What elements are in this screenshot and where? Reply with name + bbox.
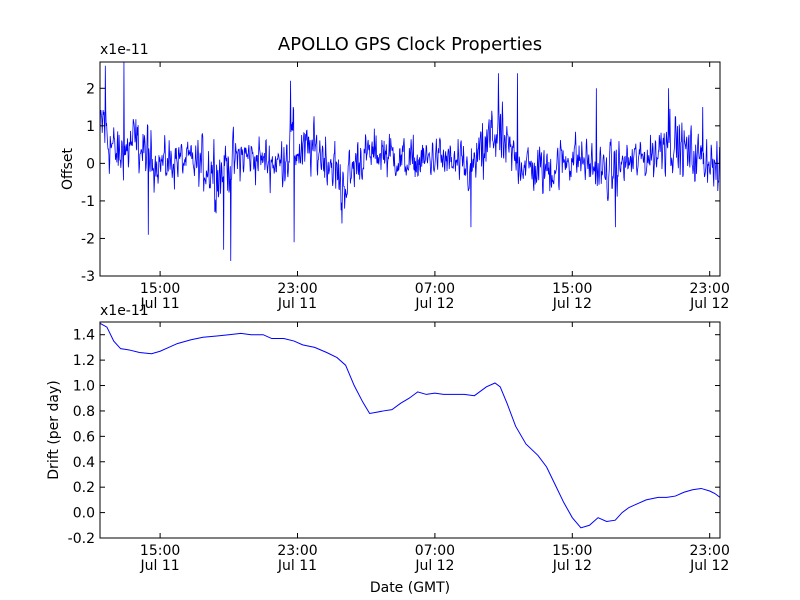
offset-x-tick-date-label: Jul 11 (277, 296, 317, 312)
drift-y-ticks: 1.4 1.2 1.0 0.8 0.6 0.4 0.2 0.0 -0.2 (68, 328, 720, 547)
drift-y-tick-label: 0.0 (73, 506, 95, 522)
offset-y-tick-label: -1 (81, 194, 95, 210)
offset-y-axis-label: Offset (60, 147, 76, 190)
drift-y-tick-label: 0.6 (73, 429, 95, 445)
drift-axes-frame (99, 321, 721, 539)
offset-x-tick-date-label: Jul 12 (689, 296, 729, 312)
drift-y-axis-label: Drift (per day) (46, 380, 62, 479)
offset-x-tick-date-label: Jul 11 (140, 296, 180, 312)
offset-x-tick-time-label: 23:00 (690, 281, 730, 297)
drift-y-tick-label: 1.2 (73, 353, 95, 369)
offset-series-line (99, 61, 721, 261)
offset-y-tick-label: 2 (86, 81, 95, 97)
drift-x-tick-time-label: 23:00 (690, 543, 730, 559)
drift-scale-label: x1e-11 (100, 303, 149, 319)
drift-y-tick-label: 0.4 (73, 455, 95, 471)
offset-y-tick-label: 0 (86, 156, 95, 172)
drift-y-tick-label: -0.2 (68, 531, 95, 547)
offset-scale-label: x1e-11 (100, 42, 149, 58)
offset-plot-area (99, 61, 721, 261)
drift-x-tick-time-label: 23:00 (277, 543, 317, 559)
offset-x-tick-time-label: 07:00 (415, 281, 455, 297)
drift-panel: x1e-11 1.4 1.2 1.0 0.8 0.6 0.4 0.2 0.0 -0.2 15:0… (46, 303, 730, 596)
offset-y-tick-label: 1 (86, 119, 95, 135)
drift-y-tick-label: 0.2 (73, 480, 95, 496)
offset-axes-frame (99, 61, 721, 277)
drift-x-tick-date-label: Jul 12 (414, 558, 454, 574)
offset-y-tick-label: -3 (81, 269, 95, 285)
offset-x-tick-date-label: Jul 12 (552, 296, 592, 312)
offset-y-tick-label: -2 (81, 231, 95, 247)
drift-x-tick-time-label: 07:00 (415, 543, 455, 559)
offset-x-tick-time-label: 23:00 (277, 281, 317, 297)
drift-x-tick-date-label: Jul 11 (277, 558, 317, 574)
offset-x-tick-date-label: Jul 12 (414, 296, 454, 312)
drift-x-tick-date-label: Jul 11 (140, 558, 180, 574)
offset-y-ticks: 2 1 0 -1 -2 -3 (81, 81, 720, 285)
drift-x-tick-date-label: Jul 12 (689, 558, 729, 574)
chart-title: APOLLO GPS Clock Properties (278, 34, 542, 55)
drift-x-tick-time-label: 15:00 (552, 543, 592, 559)
drift-x-axis-label: Date (GMT) (370, 580, 450, 596)
drift-plot-area (99, 322, 721, 529)
drift-x-tick-time-label: 15:00 (140, 543, 180, 559)
drift-y-tick-label: 1.4 (73, 328, 95, 344)
drift-x-tick-date-label: Jul 12 (552, 558, 592, 574)
offset-x-tick-time-label: 15:00 (140, 281, 180, 297)
drift-y-tick-label: 0.8 (73, 404, 95, 420)
drift-series-line (99, 322, 721, 529)
offset-x-tick-time-label: 15:00 (552, 281, 592, 297)
drift-y-tick-label: 1.0 (73, 379, 95, 395)
